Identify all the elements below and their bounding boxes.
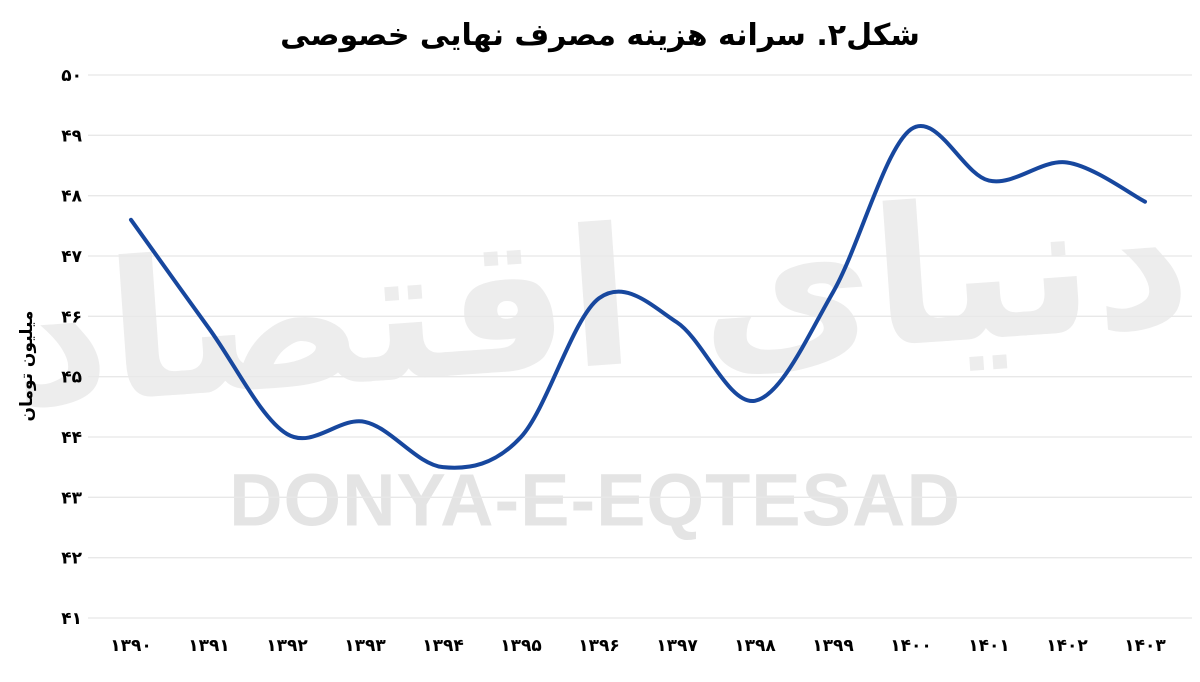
y-tick-label-43: ۴۳ xyxy=(61,488,82,508)
x-tick-label-1393: ۱۳۹۳ xyxy=(344,636,386,656)
x-tick-label-1403: ۱۴۰۳ xyxy=(1124,636,1166,656)
x-tick-label-1397: ۱۳۹۷ xyxy=(656,636,698,656)
x-tick-label-1395: ۱۳۹۵ xyxy=(500,636,542,656)
y-tick-label-45: ۴۵ xyxy=(61,368,82,388)
x-tick-label-1399: ۱۳۹۹ xyxy=(812,636,854,656)
x-tick-label-1398: ۱۳۹۸ xyxy=(734,636,776,656)
x-tick-label-1401: ۱۴۰۱ xyxy=(968,636,1010,656)
y-tick-label-49: ۴۹ xyxy=(61,126,82,146)
y-tick-label-47: ۴۷ xyxy=(61,247,82,267)
y-tick-label-41: ۴۱ xyxy=(61,609,82,629)
x-tick-label-1402: ۱۴۰۲ xyxy=(1046,636,1088,656)
x-tick-label-1400: ۱۴۰۰ xyxy=(890,636,932,656)
y-tick-label-50: ۵۰ xyxy=(61,66,82,86)
x-tick-label-1396: ۱۳۹۶ xyxy=(578,636,620,656)
y-axis-title: میلیون تومان xyxy=(17,310,37,422)
x-tick-label-1392: ۱۳۹۲ xyxy=(266,636,308,656)
y-tick-label-44: ۴۴ xyxy=(61,428,82,448)
y-tick-label-48: ۴۸ xyxy=(61,187,82,207)
donya-e-eqtesad-latin-watermark: DONYA-E-EQTESAD xyxy=(229,458,961,542)
y-tick-label-42: ۴۲ xyxy=(61,549,82,569)
y-tick-label-46: ۴۶ xyxy=(61,307,82,327)
consumption-line-series xyxy=(129,124,1147,470)
chart-title: شکل۲. سرانه هزینه مصرف نهایی خصوصی xyxy=(280,18,920,53)
x-tick-label-1391: ۱۳۹۱ xyxy=(188,636,230,656)
x-tick-label-1390: ۱۳۹۰ xyxy=(110,636,152,656)
x-tick-label-1394: ۱۳۹۴ xyxy=(422,636,464,656)
